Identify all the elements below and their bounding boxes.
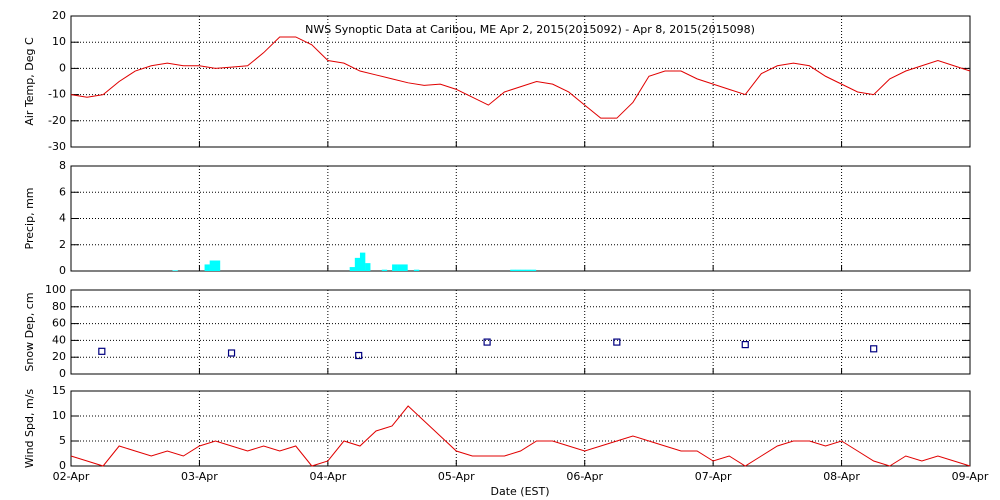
y-axis-label: Precip, mm	[23, 188, 36, 250]
bar	[354, 257, 361, 271]
y-tick-label: 20	[52, 350, 66, 363]
bar	[214, 260, 221, 271]
x-tick-label: 03-Apr	[181, 470, 218, 483]
bar	[413, 269, 420, 271]
bar	[520, 269, 526, 271]
point	[870, 345, 878, 353]
y-tick-label: 0	[59, 459, 66, 472]
bar	[530, 269, 537, 271]
bar	[365, 263, 371, 271]
y-tick-label: 5	[59, 434, 66, 447]
x-tick-label: 06-Apr	[566, 470, 603, 483]
x-tick-label: 02-Apr	[53, 470, 90, 483]
bar	[392, 264, 398, 271]
x-tick-label: 04-Apr	[309, 470, 346, 483]
y-tick-label: 6	[59, 185, 66, 198]
plot-frame	[70, 289, 971, 375]
y-tick-label: 15	[52, 384, 66, 397]
y-axis-label: Wind Spd, m/s	[23, 389, 36, 469]
point	[483, 338, 491, 346]
bar	[209, 260, 216, 271]
plot-frame	[70, 165, 971, 272]
x-tick-label: 08-Apr	[823, 470, 860, 483]
y-tick-label: -10	[48, 88, 66, 101]
point	[98, 347, 106, 355]
y-axis-label: Air Temp, Deg C	[23, 37, 36, 126]
y-tick-label: 60	[52, 317, 66, 330]
x-tick-label: 05-Apr	[438, 470, 475, 483]
plot-frame	[70, 390, 971, 467]
y-tick-label: 8	[59, 159, 66, 172]
data-line	[70, 405, 971, 467]
y-tick-label: 20	[52, 9, 66, 22]
chart-title: NWS Synoptic Data at Caribou, ME Apr 2, …	[305, 23, 755, 36]
y-tick-label: 0	[59, 367, 66, 380]
bar	[359, 252, 366, 271]
y-tick-label: 4	[59, 212, 66, 225]
y-tick-label: 0	[59, 61, 66, 74]
x-tick-label: 07-Apr	[695, 470, 732, 483]
y-tick-label: 0	[59, 264, 66, 277]
point	[613, 338, 621, 346]
data-line	[70, 36, 971, 119]
y-tick-label: 2	[59, 238, 66, 251]
bar	[515, 269, 521, 271]
bar	[349, 267, 356, 271]
bar	[172, 270, 178, 271]
y-tick-label: -30	[48, 140, 66, 153]
y-axis-label: Snow Dep, cm	[23, 292, 36, 371]
x-tick-label: 09-Apr	[952, 470, 989, 483]
y-tick-label: -20	[48, 114, 66, 127]
bar	[525, 269, 531, 271]
y-tick-label: 100	[45, 283, 66, 296]
x-axis-label: Date (EST)	[490, 485, 549, 498]
y-tick-label: 40	[52, 333, 66, 346]
y-tick-label: 10	[52, 409, 66, 422]
bar	[381, 269, 388, 271]
point	[355, 351, 363, 360]
point	[741, 341, 749, 349]
point	[227, 349, 236, 357]
bar	[204, 264, 210, 271]
y-tick-label: 10	[52, 35, 66, 48]
plot-frame	[70, 15, 971, 148]
y-tick-label: 80	[52, 300, 66, 313]
bar	[402, 264, 408, 271]
bar	[510, 269, 516, 271]
bar	[397, 264, 403, 271]
